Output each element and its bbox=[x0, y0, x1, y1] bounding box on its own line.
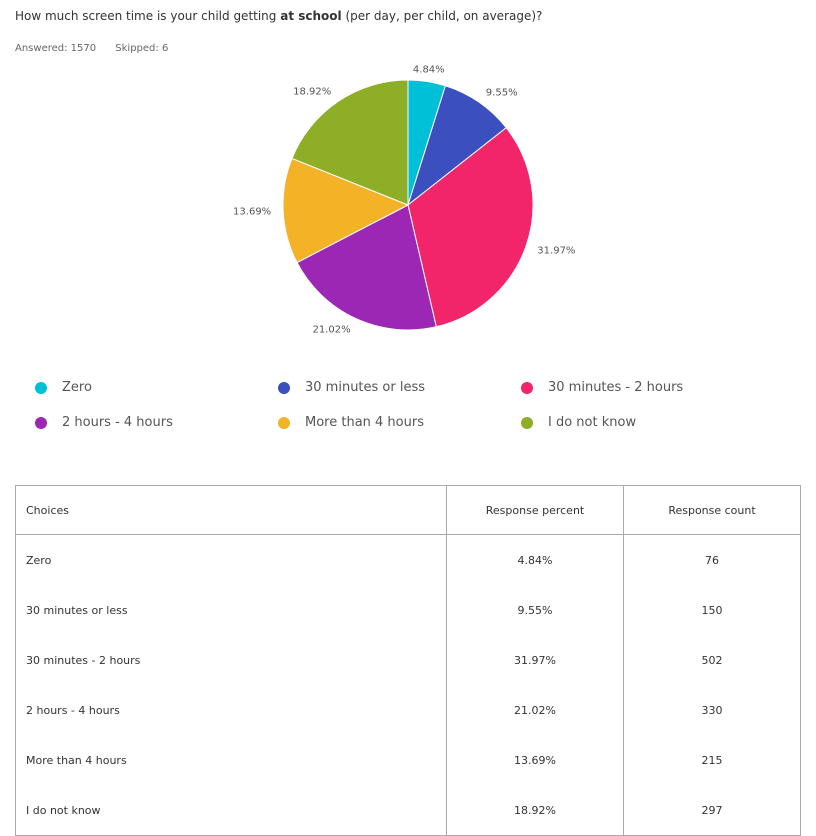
legend-item-30-minutes-or-less: 30 minutes or less bbox=[278, 380, 425, 395]
choice-cell: 2 hours - 4 hours bbox=[15, 685, 447, 735]
table-row: 2 hours - 4 hours 21.02% 330 bbox=[15, 685, 801, 735]
legend-item-more-than-4-hours: More than 4 hours bbox=[278, 415, 424, 430]
pie-slice-30-minutes-2-hours bbox=[407, 127, 534, 328]
slice-label-i-do-not-know: 18.92% bbox=[293, 87, 331, 98]
choice-cell: 30 minutes or less bbox=[15, 585, 447, 635]
choice-cell: 30 minutes - 2 hours bbox=[15, 635, 447, 685]
question-prefix: How much screen time is your child getti… bbox=[15, 9, 281, 23]
legend-marker-icon bbox=[278, 416, 290, 429]
pie-chart: 4.84% 9.55% 31.97% 21.02% 13.69% 18.92% bbox=[233, 65, 575, 336]
legend-label: I do not know bbox=[548, 415, 637, 430]
table-row: 30 minutes or less 9.55% 150 bbox=[15, 585, 801, 635]
legend-marker-icon bbox=[35, 416, 47, 429]
header-choices: Choices bbox=[15, 485, 447, 535]
slice-label-more-than-4-hours: 13.69% bbox=[233, 207, 271, 218]
count-cell: 215 bbox=[623, 735, 801, 785]
response-stats: Answered: 1570 Skipped: 6 bbox=[15, 43, 168, 54]
slice-label-zero: 4.84% bbox=[413, 65, 445, 76]
results-table: Choices Response percent Response count … bbox=[15, 485, 801, 836]
table-row: Zero 4.84% 76 bbox=[15, 534, 801, 585]
legend-label: 30 minutes or less bbox=[305, 380, 426, 395]
legend-label: 30 minutes - 2 hours bbox=[548, 380, 684, 395]
pie-slice-i-do-not-know bbox=[291, 79, 409, 206]
question-text: How much screen time is your child getti… bbox=[15, 9, 542, 23]
pie-slice-more-than-4-hours bbox=[282, 157, 410, 264]
slice-label-2-hours-4-hours: 21.02% bbox=[312, 324, 350, 335]
pie-slice-2-hours-4-hours bbox=[296, 204, 437, 331]
legend-item-zero: Zero bbox=[35, 380, 92, 395]
count-cell: 150 bbox=[623, 585, 801, 635]
question-suffix: (per day, per child, on average)? bbox=[341, 9, 543, 23]
percent-cell: 13.69% bbox=[446, 735, 624, 785]
answered-count: Answered: 1570 bbox=[15, 43, 97, 54]
table-row: I do not know 18.92% 297 bbox=[15, 785, 801, 836]
percent-cell: 31.97% bbox=[446, 635, 624, 685]
count-cell: 76 bbox=[623, 534, 801, 585]
percent-cell: 9.55% bbox=[446, 585, 624, 635]
legend-marker-icon bbox=[521, 416, 533, 429]
slice-label-30-minutes-2-hours: 31.97% bbox=[537, 245, 575, 256]
count-cell: 330 bbox=[623, 685, 801, 735]
pie-slice-30-minutes-or-less bbox=[407, 85, 507, 207]
table-row: More than 4 hours 13.69% 215 bbox=[15, 735, 801, 785]
legend-label: 2 hours - 4 hours bbox=[62, 415, 173, 430]
choice-cell: I do not know bbox=[15, 785, 447, 836]
legend-item-i-do-not-know: I do not know bbox=[521, 415, 636, 430]
question-emphasis: at school bbox=[280, 9, 342, 23]
table-header-row: Choices Response percent Response count bbox=[15, 485, 801, 535]
count-cell: 502 bbox=[623, 635, 801, 685]
legend-marker-icon bbox=[278, 381, 290, 394]
count-cell: 297 bbox=[623, 785, 801, 836]
legend-marker-icon bbox=[35, 381, 47, 394]
percent-cell: 18.92% bbox=[446, 785, 624, 836]
table-row: 30 minutes - 2 hours 31.97% 502 bbox=[15, 635, 801, 685]
percent-cell: 4.84% bbox=[446, 534, 624, 585]
legend-item-2-hours-4-hours: 2 hours - 4 hours bbox=[35, 415, 173, 430]
legend-item-30-minutes-2-hours: 30 minutes - 2 hours bbox=[521, 380, 683, 395]
legend-marker-icon bbox=[521, 381, 533, 394]
skipped-count: Skipped: 6 bbox=[115, 43, 169, 54]
header-response-percent: Response percent bbox=[446, 485, 624, 535]
legend-label: Zero bbox=[62, 380, 92, 395]
choice-cell: More than 4 hours bbox=[15, 735, 447, 785]
slice-label-30-minutes-or-less: 9.55% bbox=[486, 87, 518, 98]
percent-cell: 21.02% bbox=[446, 685, 624, 735]
header-response-count: Response count bbox=[623, 485, 801, 535]
choice-cell: Zero bbox=[15, 534, 447, 585]
legend-label: More than 4 hours bbox=[305, 415, 424, 430]
